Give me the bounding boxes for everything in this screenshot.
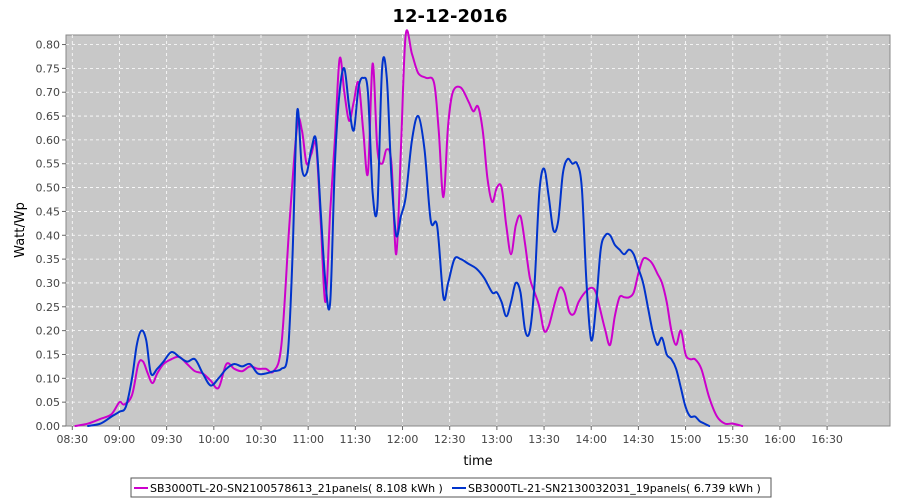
y-tick-label: 0.65 xyxy=(36,110,61,123)
plot-area xyxy=(65,34,891,427)
x-tick-label: 08:30 xyxy=(56,433,88,446)
x-tick-label: 10:00 xyxy=(198,433,230,446)
x-tick-label: 12:30 xyxy=(434,433,466,446)
y-tick-label: 0.35 xyxy=(36,253,61,266)
x-tick-label: 15:00 xyxy=(670,433,702,446)
x-tick-label: 16:30 xyxy=(811,433,843,446)
x-tick-label: 13:30 xyxy=(528,433,560,446)
chart-title: 12-12-2016 xyxy=(392,6,507,27)
y-tick-label: 0.55 xyxy=(36,158,61,171)
y-axis-label: Watt/Wp xyxy=(13,202,28,258)
legend-label-series-1: SB3000TL-20-SN2100578613_21panels( 8.108… xyxy=(150,482,443,495)
y-tick-label: 0.00 xyxy=(36,420,61,433)
y-tick-label: 0.20 xyxy=(36,325,61,338)
grid-layer xyxy=(66,35,890,426)
y-tick-label: 0.50 xyxy=(36,182,61,195)
x-tick-label: 16:00 xyxy=(764,433,796,446)
axis-layer: 0.00 0.05 0.10 0.15 0.20 0.25 0.30 0.35 0.40 0.45… xyxy=(36,39,843,446)
y-tick-label: 0.10 xyxy=(36,372,61,385)
legend: SB3000TL-20-SN2100578613_21panels( 8.108… xyxy=(130,477,772,498)
y-tick-label: 0.05 xyxy=(36,396,61,409)
series-line-2 xyxy=(87,56,711,427)
y-tick-label: 0.80 xyxy=(36,39,61,52)
x-tick-label: 14:30 xyxy=(623,433,655,446)
x-tick-label: 14:00 xyxy=(575,433,607,446)
x-tick-label: 09:30 xyxy=(151,433,183,446)
legend-box xyxy=(130,477,772,498)
y-tick-label: 0.70 xyxy=(36,86,61,99)
x-axis-label: time xyxy=(463,454,492,469)
x-tick-label: 13:00 xyxy=(481,433,513,446)
y-tick-label: 0.30 xyxy=(36,277,61,290)
legend-label-series-2: SB3000TL-21-SN2130032031_19panels( 6.739… xyxy=(468,482,761,495)
x-tick-label: 15:30 xyxy=(717,433,749,446)
y-tick-label: 0.40 xyxy=(36,229,61,242)
y-tick-label: 0.60 xyxy=(36,134,61,147)
x-tick-label: 09:00 xyxy=(104,433,136,446)
y-tick-label: 0.75 xyxy=(36,62,61,75)
x-tick-label: 10:30 xyxy=(245,433,277,446)
series-layer xyxy=(74,29,744,427)
x-tick-label: 11:30 xyxy=(339,433,371,446)
y-tick-label: 0.45 xyxy=(36,205,61,218)
y-tick-label: 0.15 xyxy=(36,348,61,361)
x-tick-label: 12:00 xyxy=(387,433,419,446)
x-tick-label: 11:00 xyxy=(292,433,324,446)
y-tick-label: 0.25 xyxy=(36,301,61,314)
